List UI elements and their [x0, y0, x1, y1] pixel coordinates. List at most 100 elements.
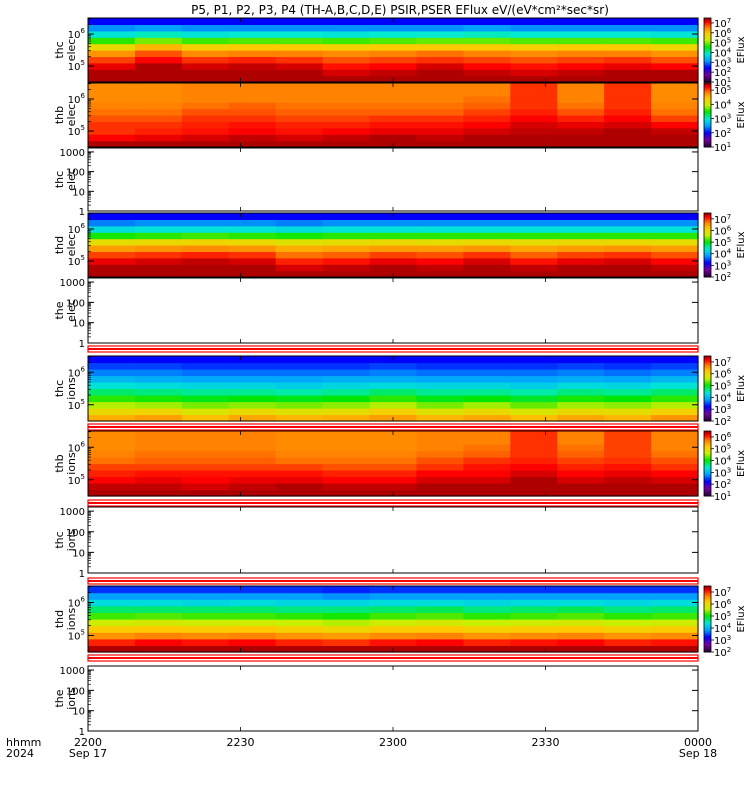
heatmap-cell: [416, 24, 464, 32]
colorbar-segment: [704, 605, 711, 608]
heatmap-cell: [416, 43, 464, 51]
heatmap-cell: [275, 18, 324, 25]
heatmap-cell: [88, 238, 136, 246]
colorbar-segment: [704, 233, 711, 236]
heatmap-cell: [322, 382, 371, 390]
heatmap-cell: [88, 408, 136, 416]
colorbar-segment: [704, 64, 711, 67]
colorbar-segment: [704, 251, 711, 254]
colorbar-segment: [704, 145, 711, 148]
heatmap-cell: [557, 75, 605, 83]
heatmap-cell: [322, 489, 371, 497]
heatmap-cell: [651, 401, 699, 409]
heatmap-cell: [651, 408, 699, 416]
heatmap-cell: [228, 489, 277, 497]
colorbar-segment: [704, 380, 711, 383]
heatmap-cell: [322, 232, 371, 240]
heatmap-cell: [510, 37, 558, 45]
heatmap-cell: [134, 612, 183, 620]
colorbar-segment: [704, 370, 711, 373]
panel-frame: [87, 665, 699, 732]
colorbar-segment: [704, 404, 711, 407]
colorbar-segment: [704, 214, 711, 217]
colorbar-segment: [704, 633, 711, 636]
colorbar-segment: [704, 140, 711, 143]
heatmap-cell: [510, 483, 558, 491]
heatmap-cell: [228, 108, 277, 116]
colorbar-segment: [704, 473, 711, 476]
colorbar-segment: [704, 131, 711, 134]
y-tick-label: 1: [79, 207, 85, 218]
heatmap-cell: [651, 56, 699, 64]
heatmap-cell: [88, 476, 136, 484]
y-tick-label: 1000: [60, 278, 85, 289]
heatmap-cell: [275, 625, 324, 633]
heatmap-cell: [275, 362, 324, 370]
heatmap-cell: [604, 489, 652, 497]
heatmap-cell: [416, 102, 464, 110]
colorbar-segment: [704, 230, 711, 233]
heatmap-cell: [134, 62, 183, 70]
colorbar-segment: [704, 46, 711, 49]
heatmap-cell: [275, 645, 324, 653]
panel-probe-label: thd: [53, 610, 66, 628]
heatmap-cell: [557, 50, 605, 57]
heatmap-cell: [510, 457, 558, 465]
heatmap-cell: [651, 605, 699, 613]
y-tick-label: 1000: [60, 507, 85, 518]
colorbar-frame: [703, 355, 712, 422]
heatmap-cell: [463, 599, 511, 607]
heatmap-cell: [228, 238, 277, 246]
heatmap-cell: [369, 470, 418, 478]
heatmap-cell: [322, 121, 371, 129]
heatmap-cell: [322, 75, 371, 83]
heatmap-cell: [557, 18, 605, 25]
colorbar-segment: [704, 600, 711, 603]
heatmap-cell: [134, 270, 183, 278]
heatmap-cell: [557, 632, 605, 640]
colorbar-segment: [704, 18, 711, 21]
heatmap-cell: [275, 30, 324, 38]
heatmap-cell: [416, 121, 464, 129]
heatmap-cell: [228, 356, 277, 364]
heatmap-cell: [134, 431, 183, 439]
colorbar-label: EFlux: [736, 375, 747, 402]
colorbar-tick-label: 101: [714, 141, 731, 154]
heatmap-cell: [134, 127, 183, 135]
heatmap-cell: [181, 140, 230, 148]
heatmap-cell: [88, 632, 136, 640]
heatmap-cell: [369, 30, 418, 38]
heatmap-cell: [604, 369, 652, 377]
heatmap-cell: [181, 457, 230, 465]
colorbar-segment: [704, 448, 711, 452]
heatmap-cell: [228, 401, 277, 409]
colorbar-segment: [704, 246, 711, 249]
heatmap-cell: [275, 401, 324, 409]
heatmap-cell: [510, 108, 558, 116]
heatmap-cell: [228, 270, 277, 278]
heatmap-cell: [369, 108, 418, 116]
heatmap-cell: [181, 238, 230, 246]
colorbar-segment: [704, 254, 711, 257]
heatmap-cell: [557, 369, 605, 377]
heatmap-cell: [322, 18, 371, 25]
heatmap-cell: [557, 24, 605, 32]
heatmap-cell: [134, 388, 183, 396]
colorbar-segment: [704, 642, 711, 645]
heatmap-cell: [463, 24, 511, 32]
panel-probe-label: the: [53, 689, 66, 707]
heatmap-cell: [275, 62, 324, 70]
heatmap-cell: [557, 115, 605, 122]
heatmap-cell: [510, 95, 558, 103]
colorbar-segment: [704, 587, 711, 590]
colorbar-segment: [704, 137, 711, 140]
colorbar-segment: [704, 227, 711, 230]
colorbar-segment: [704, 269, 711, 272]
heatmap-cell: [275, 108, 324, 116]
heatmap-cell: [416, 414, 464, 422]
heatmap-cell: [322, 115, 371, 122]
heatmap-cell: [416, 134, 464, 142]
heatmap-cell: [181, 388, 230, 396]
heatmap-cell: [134, 619, 183, 627]
